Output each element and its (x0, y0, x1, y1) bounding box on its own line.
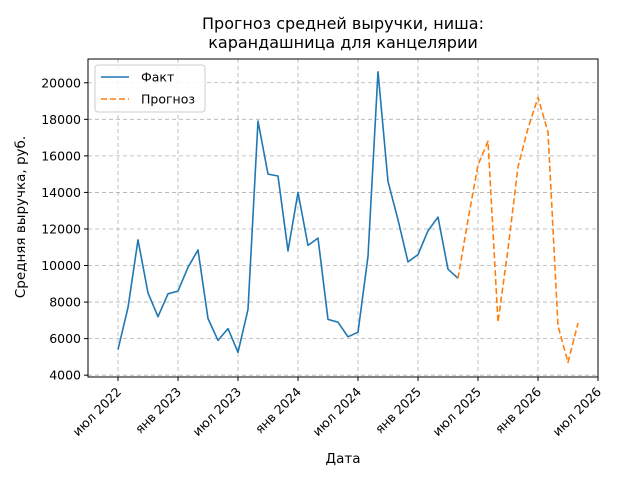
y-axis: 4000 6000 8000 10000 12000 14000 16000 18000 200… (41, 75, 88, 383)
x-axis-title: Дата (326, 451, 361, 467)
y-tick-label: 8000 (49, 295, 81, 310)
chart-title: Прогноз средней выручки, ниша: карандашни… (202, 14, 484, 52)
legend-label: Факт (141, 70, 174, 85)
y-tick-label: 16000 (41, 148, 81, 163)
y-tick-label: 10000 (41, 258, 81, 273)
y-tick-label: 14000 (41, 185, 81, 200)
chart-title-line: Прогноз средней выручки, ниша: (202, 14, 484, 33)
y-tick-label: 20000 (41, 75, 81, 90)
series-line-actual (117, 71, 459, 354)
legend-label: Прогноз (141, 92, 195, 107)
series-lines (117, 71, 579, 364)
plot-frame (87, 58, 599, 378)
y-tick-label: 18000 (41, 112, 81, 127)
series-line-forecast (457, 96, 579, 364)
y-axis-title: Средняя выручка, руб. (13, 136, 29, 298)
y-tick-label: 12000 (41, 221, 81, 236)
y-tick-label: 6000 (49, 331, 81, 346)
chart-title-line: карандашница для канцелярии (208, 33, 478, 52)
y-tick-label: 4000 (49, 368, 81, 383)
legend: Факт Прогноз (94, 64, 206, 113)
